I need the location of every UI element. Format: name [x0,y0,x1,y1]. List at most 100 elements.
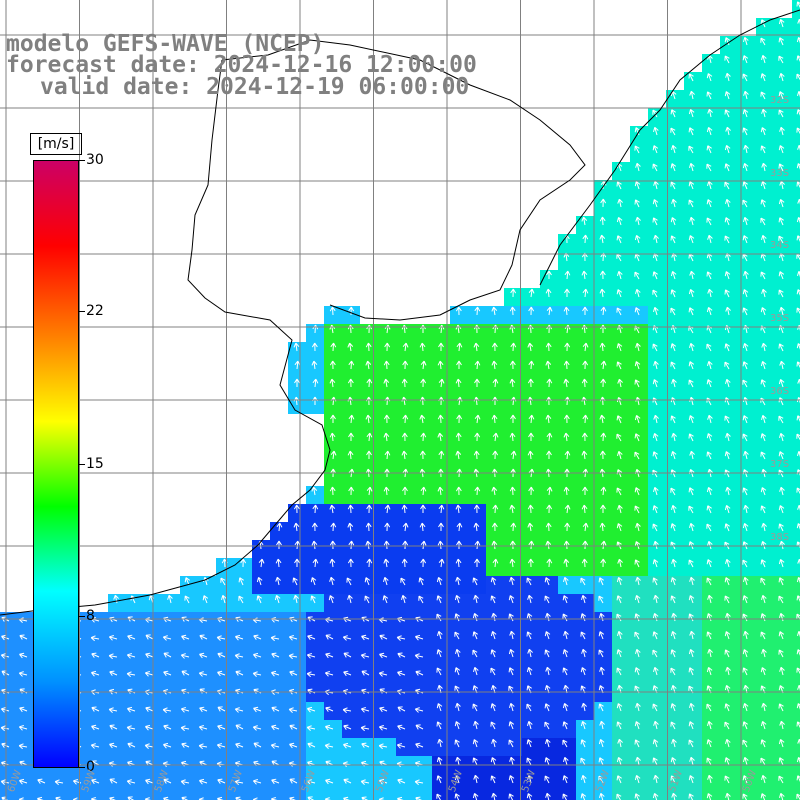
wind-arrow [343,724,352,730]
wind-arrow [472,757,478,766]
wind-arrow [472,613,479,622]
colorbar-tickmark [79,311,85,312]
wind-arrow [688,379,694,388]
wind-arrow [348,486,355,496]
wind-arrow [545,540,552,550]
wind-arrow [383,486,390,496]
wind-arrow [528,360,535,370]
wind-arrow [581,594,587,604]
wind-arrow [761,522,767,532]
wind-arrow [743,576,749,586]
wind-arrow [652,577,658,586]
wind-arrow [307,706,316,713]
wind-arrow [652,703,658,712]
wind-arrow [600,558,607,568]
wind-arrow [384,522,391,532]
wind-arrow [490,721,496,730]
wind-arrow [616,487,622,496]
wind-arrow [724,577,731,586]
wind-arrow [724,91,731,100]
wind-arrow [653,306,659,316]
wind-arrow [180,725,190,732]
wind-arrow [743,90,749,100]
wind-arrow [437,486,444,496]
wind-arrow [544,649,550,658]
wind-arrow [289,724,298,730]
wind-arrow [617,378,623,388]
wind-arrow [724,595,730,604]
wind-arrow [330,414,336,423]
wind-arrow [454,739,460,748]
wind-arrow [653,666,659,676]
wind-arrow [365,414,372,424]
wind-arrow [742,595,749,604]
wind-arrow [671,432,677,442]
wind-arrow [724,37,731,46]
wind-arrow [743,36,749,46]
wind-arrow [600,486,607,496]
model-title: modelo GEFS-WAVE (NCEP) [6,31,325,57]
wind-arrow [293,342,300,352]
wind-arrow [796,667,800,675]
speed-cell [792,774,800,792]
wind-arrow [415,634,424,641]
wind-arrow [546,378,553,388]
wind-arrow [563,576,569,586]
wind-arrow [707,180,713,190]
speed-cell [396,792,414,800]
wind-arrow [634,505,640,514]
wind-arrow [706,343,712,352]
wind-arrow [689,702,695,712]
speed-cell [792,90,800,108]
wind-arrow [706,523,712,532]
wind-arrow [652,523,658,532]
wind-arrow [275,558,282,568]
wind-arrow [796,127,800,135]
speed-cell [792,72,800,90]
speed-cell [792,738,800,756]
wind-arrow [707,288,713,298]
wind-arrow [396,743,406,749]
speed-cell [108,792,126,800]
speed-cell [540,792,558,800]
wind-arrow [670,487,676,496]
wind-arrow [253,706,262,713]
wind-arrow [202,595,209,604]
wind-arrow [383,378,390,388]
wind-arrow [706,487,713,496]
wind-arrow [760,37,766,46]
wind-arrow [438,342,444,351]
wind-arrow [634,487,641,496]
speed-cell [666,792,684,800]
wind-arrow [490,703,497,712]
wind-arrow [670,577,677,586]
wind-arrow [438,522,444,531]
lat-label: 38S [770,532,790,543]
wind-arrow [19,778,28,785]
wind-arrow [706,505,712,514]
wind-arrow [707,774,713,784]
wind-arrow [382,595,389,604]
wind-arrow [330,450,337,460]
wind-arrow [580,739,586,748]
wind-arrow [508,649,515,658]
wind-arrow [544,595,550,604]
wind-arrow [546,306,553,316]
wind-arrow [113,594,119,604]
wind-arrow [581,432,588,442]
wind-arrow [582,522,589,532]
wind-arrow [347,594,353,604]
wind-arrow [527,558,534,568]
wind-arrow [312,558,319,568]
wind-arrow [706,613,713,622]
wind-arrow [761,414,767,424]
wind-arrow [760,199,766,208]
wind-arrow [688,415,695,424]
wind-arrow [472,577,478,586]
wind-arrow [688,199,694,208]
wind-arrow [760,91,766,100]
wind-arrow [508,721,515,730]
speed-cell [792,576,800,594]
wind-arrow [670,271,677,280]
wind-arrow [402,342,409,352]
